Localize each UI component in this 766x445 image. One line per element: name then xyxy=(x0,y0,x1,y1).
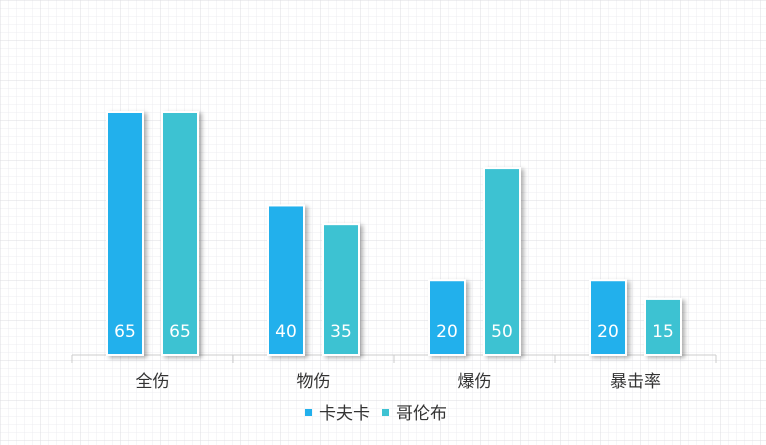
legend-label: 卡夫卡 xyxy=(319,404,370,424)
legend-swatch xyxy=(305,409,312,416)
data-label: 40 xyxy=(275,322,297,342)
x-tick-label: 暴击率 xyxy=(610,372,661,392)
data-label: 65 xyxy=(114,322,136,342)
bar xyxy=(589,279,627,357)
bar xyxy=(428,279,466,357)
legend-swatch xyxy=(382,409,389,416)
data-label: 20 xyxy=(597,322,619,342)
x-tick-label: 物伤 xyxy=(297,372,331,392)
data-label: 15 xyxy=(652,322,674,342)
data-label: 35 xyxy=(330,322,352,342)
data-label: 50 xyxy=(491,322,513,342)
data-label: 65 xyxy=(169,322,191,342)
bar xyxy=(644,297,682,356)
x-tick-label: 爆伤 xyxy=(458,372,492,392)
x-tick-label: 全伤 xyxy=(136,372,170,392)
data-label: 20 xyxy=(436,322,458,342)
bar xyxy=(483,167,521,356)
bar xyxy=(322,223,360,356)
bar xyxy=(267,204,305,356)
bar xyxy=(106,111,144,356)
legend-label: 哥伦布 xyxy=(396,404,447,424)
bar xyxy=(161,111,199,356)
